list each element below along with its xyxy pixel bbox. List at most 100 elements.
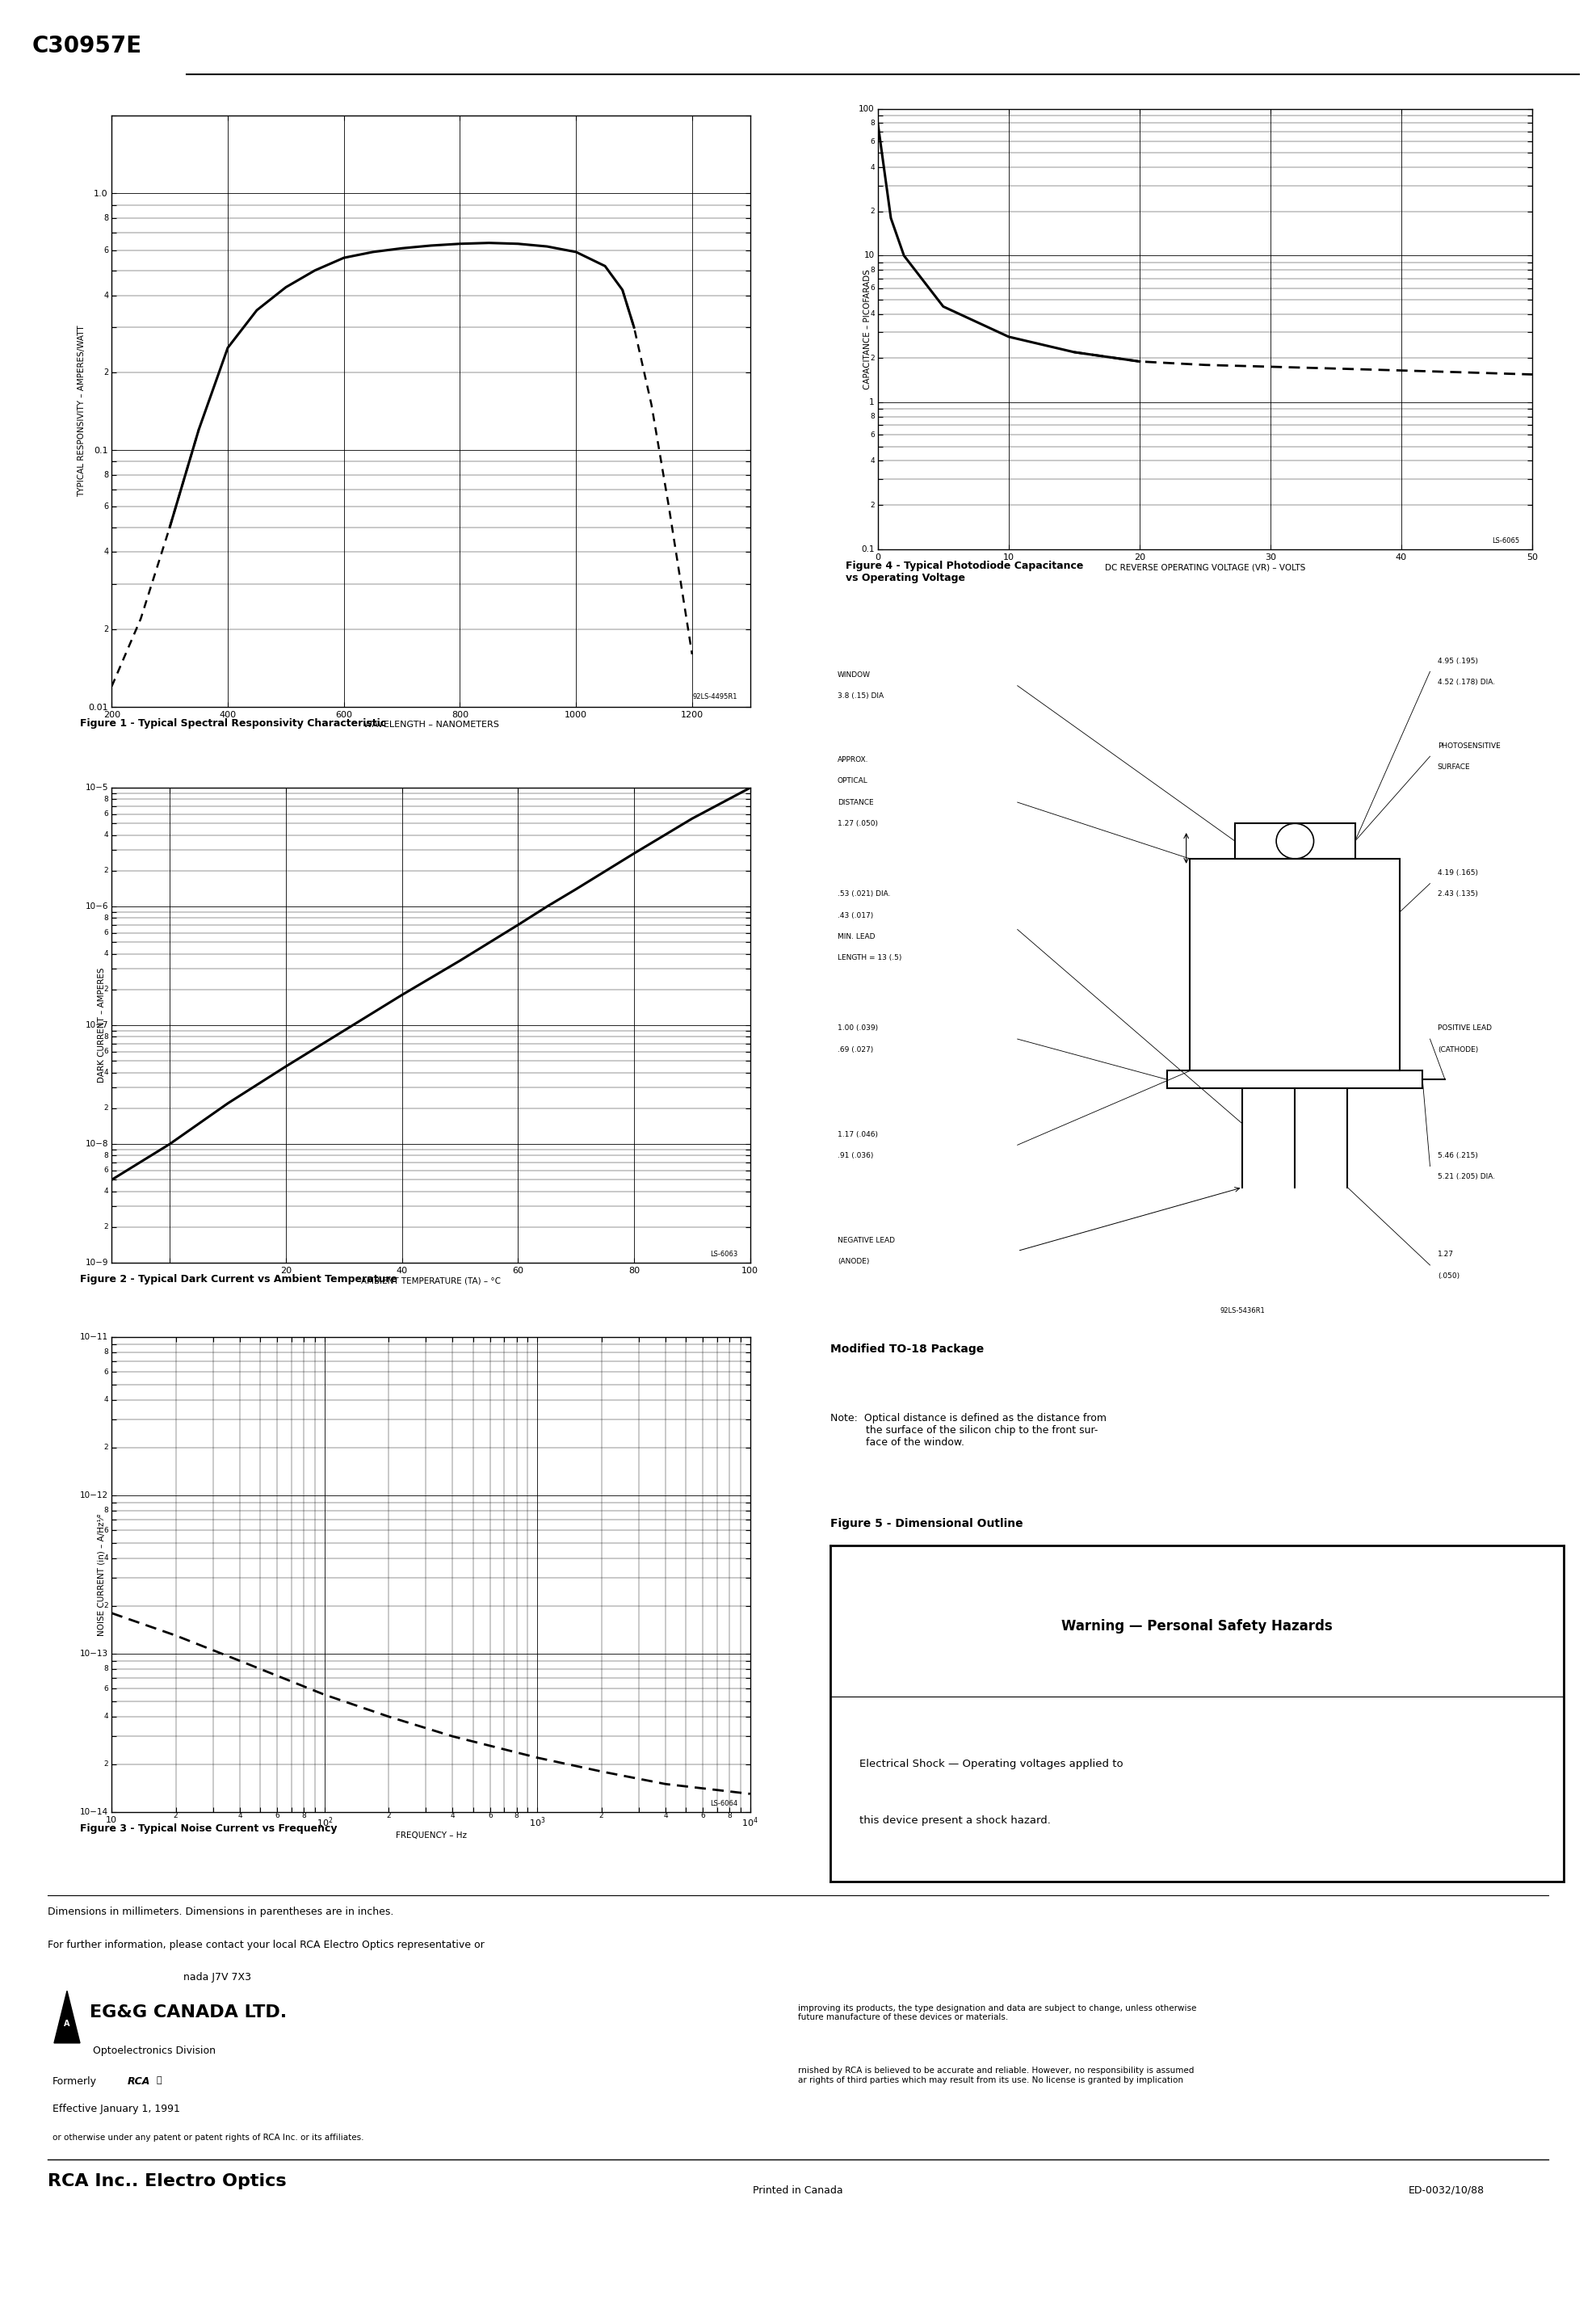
Text: 4: 4 [104, 1712, 109, 1719]
Text: 10−9: 10−9 [86, 1258, 109, 1267]
Y-axis label: DARK CURRENT – AMPERES: DARK CURRENT – AMPERES [97, 969, 105, 1082]
Text: APPROX.: APPROX. [838, 755, 868, 765]
Text: Figure 5 - Dimensional Outline: Figure 5 - Dimensional Outline [830, 1518, 1023, 1529]
Text: 8: 8 [104, 795, 109, 804]
Text: 0.1: 0.1 [862, 544, 875, 554]
Text: A: A [64, 2020, 70, 2027]
Text: 100: 100 [859, 104, 875, 114]
Text: 6: 6 [104, 1527, 109, 1534]
Text: 4: 4 [104, 1189, 109, 1196]
Text: 2: 2 [870, 209, 875, 215]
Text: 2: 2 [870, 500, 875, 510]
Text: 6: 6 [104, 1369, 109, 1376]
Text: this device present a shock hazard.: this device present a shock hazard. [859, 1817, 1050, 1826]
Text: 8: 8 [514, 1812, 519, 1819]
Text: 8: 8 [870, 120, 875, 127]
Text: NEGATIVE LEAD: NEGATIVE LEAD [838, 1237, 895, 1244]
Text: 4.95 (.195): 4.95 (.195) [1438, 658, 1478, 665]
Text: 4: 4 [104, 1068, 109, 1075]
Y-axis label: CAPACITANCE – PICOFARADS: CAPACITANCE – PICOFARADS [863, 269, 871, 389]
Text: 4: 4 [870, 165, 875, 171]
Text: 92LS-5436R1: 92LS-5436R1 [1219, 1307, 1266, 1314]
Text: 4.52 (.178) DIA.: 4.52 (.178) DIA. [1438, 679, 1495, 686]
Text: 8: 8 [104, 1348, 109, 1355]
Text: Printed in Canada: Printed in Canada [753, 2185, 843, 2197]
Text: 2: 2 [104, 1105, 109, 1112]
Text: 10−5: 10−5 [86, 783, 109, 792]
Text: 1.00 (.039): 1.00 (.039) [838, 1024, 878, 1031]
Text: Electrical Shock — Operating voltages applied to: Electrical Shock — Operating voltages ap… [859, 1759, 1124, 1770]
Text: 1.27 (.050): 1.27 (.050) [838, 820, 878, 827]
Text: .69 (.027): .69 (.027) [838, 1045, 873, 1054]
Text: 4: 4 [870, 456, 875, 463]
Text: or otherwise under any patent or patent rights of RCA Inc. or its affiliates.: or otherwise under any patent or patent … [53, 2134, 364, 2141]
Text: OPTICAL: OPTICAL [838, 779, 868, 785]
Text: PHOTOSENSITIVE: PHOTOSENSITIVE [1438, 741, 1500, 748]
Y-axis label: NOISE CURRENT (in) – A/Hz¹⁄²: NOISE CURRENT (in) – A/Hz¹⁄² [97, 1513, 105, 1636]
Text: Note:  Optical distance is defined as the distance from
           the surface o: Note: Optical distance is defined as the… [830, 1413, 1106, 1448]
Text: 10−12: 10−12 [80, 1492, 109, 1499]
Text: 6: 6 [870, 431, 875, 438]
Text: 1.27: 1.27 [1438, 1251, 1454, 1258]
Text: rnished by RCA is believed to be accurate and reliable. However, no responsibili: rnished by RCA is believed to be accurat… [798, 2067, 1194, 2085]
X-axis label: FREQUENCY – Hz: FREQUENCY – Hz [396, 1830, 466, 1840]
Text: 5.21 (.205) DIA.: 5.21 (.205) DIA. [1438, 1172, 1495, 1179]
Text: (ANODE): (ANODE) [838, 1258, 870, 1265]
Text: 6: 6 [104, 1047, 109, 1054]
Polygon shape [54, 1990, 80, 2044]
Text: 2: 2 [104, 1223, 109, 1230]
Text: 5.46 (.215): 5.46 (.215) [1438, 1152, 1478, 1158]
Text: 6: 6 [701, 1812, 705, 1819]
Text: LS-6064: LS-6064 [710, 1800, 737, 1807]
Text: 6: 6 [104, 503, 109, 512]
Text: 10−7: 10−7 [86, 1022, 109, 1029]
Text: 6: 6 [488, 1812, 493, 1819]
Text: 6: 6 [870, 285, 875, 292]
Text: improving its products, the type designation and data are subject to change, unl: improving its products, the type designa… [798, 2004, 1197, 2023]
Text: C30957E: C30957E [32, 35, 142, 58]
Text: 2: 2 [104, 1443, 109, 1450]
Text: POSITIVE LEAD: POSITIVE LEAD [1438, 1024, 1492, 1031]
Text: 4: 4 [104, 1555, 109, 1562]
Text: RCA: RCA [128, 2076, 150, 2088]
Text: 10−11: 10−11 [80, 1332, 109, 1342]
Text: 2: 2 [870, 355, 875, 361]
Text: 4: 4 [870, 310, 875, 317]
Text: .53 (.021) DIA.: .53 (.021) DIA. [838, 890, 891, 897]
Text: Figure 1 - Typical Spectral Responsivity Characteristic: Figure 1 - Typical Spectral Responsivity… [80, 718, 386, 730]
Text: 4: 4 [104, 1397, 109, 1404]
Text: Figure 2 - Typical Dark Current vs Ambient Temperature: Figure 2 - Typical Dark Current vs Ambie… [80, 1274, 397, 1286]
Text: Figure 4 - Typical Photodiode Capacitance
vs Operating Voltage: Figure 4 - Typical Photodiode Capacitanc… [846, 561, 1084, 584]
Text: RCA Inc.. Electro Optics: RCA Inc.. Electro Optics [48, 2173, 287, 2190]
Text: Ⓡ: Ⓡ [156, 2076, 161, 2083]
Text: 6: 6 [104, 1168, 109, 1175]
Text: 10: 10 [863, 253, 875, 260]
Text: (.050): (.050) [1438, 1272, 1459, 1279]
Text: Formerly: Formerly [53, 2076, 97, 2088]
Text: 4: 4 [104, 549, 109, 556]
Text: .43 (.017): .43 (.017) [838, 911, 873, 920]
Text: 6: 6 [104, 811, 109, 818]
Text: 1.17 (.046): 1.17 (.046) [838, 1131, 878, 1138]
Text: 8: 8 [104, 1506, 109, 1515]
Text: Modified TO-18 Package: Modified TO-18 Package [830, 1344, 983, 1355]
Text: 2.43 (.135): 2.43 (.135) [1438, 890, 1478, 897]
Y-axis label: TYPICAL RESPONSIVITY – AMPERES/WATT: TYPICAL RESPONSIVITY – AMPERES/WATT [78, 324, 86, 498]
Bar [1168, 1070, 1422, 1089]
Text: 8: 8 [104, 1033, 109, 1040]
Text: 92LS-4495R1: 92LS-4495R1 [693, 693, 737, 700]
Text: DISTANCE: DISTANCE [838, 799, 873, 806]
X-axis label: AMBIENT TEMPERATURE (TA) – °C: AMBIENT TEMPERATURE (TA) – °C [361, 1277, 501, 1286]
Text: 4: 4 [104, 950, 109, 957]
Text: LS-6065: LS-6065 [1492, 538, 1519, 544]
Text: Effective January 1, 1991: Effective January 1, 1991 [53, 2104, 180, 2115]
Text: 2: 2 [104, 867, 109, 874]
Text: .91 (.036): .91 (.036) [838, 1152, 873, 1158]
Bar [1191, 860, 1400, 1070]
Text: 2: 2 [104, 368, 109, 378]
Text: 10−6: 10−6 [86, 904, 109, 911]
Text: 10−13: 10−13 [80, 1650, 109, 1657]
Text: WINDOW: WINDOW [838, 672, 870, 679]
Text: 8: 8 [104, 213, 109, 222]
Text: ED-0032/10/88: ED-0032/10/88 [1408, 2185, 1484, 2197]
